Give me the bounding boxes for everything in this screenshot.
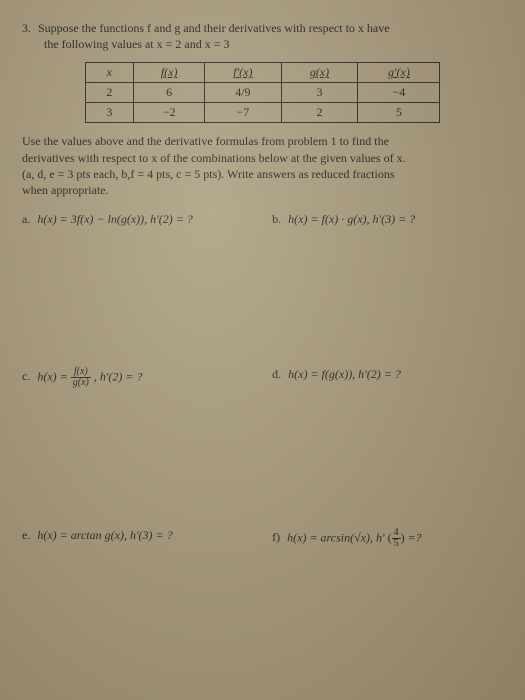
- values-table: x f(x) f'(x) g(x) g'(x) 2 6 4/9 3 −4 3 −…: [85, 62, 441, 123]
- part-label: d.: [272, 367, 281, 381]
- intro-text-1: Suppose the functions f and g and their …: [38, 21, 390, 35]
- part-expr-pre: h(x) =: [37, 369, 70, 383]
- fraction: 4 5: [392, 528, 401, 549]
- table-row: 3 −2 −7 2 5: [85, 103, 440, 123]
- instr-line: when appropriate.: [22, 183, 109, 197]
- parts-row-1: a. h(x) = 3f(x) − ln(g(x)), h'(2) = ? b.…: [22, 212, 503, 227]
- instr-line: Use the values above and the derivative …: [22, 134, 389, 148]
- parts-row-3: e. h(x) = arctan g(x), h'(3) = ? f) h(x)…: [22, 528, 503, 549]
- cell: 2: [85, 83, 134, 103]
- part-expr-pre: h(x) = arcsin(√x), h': [287, 530, 387, 544]
- part-expr: h(x) = f(g(x)), h'(2) = ?: [288, 367, 401, 381]
- cell: 5: [358, 103, 440, 123]
- instructions: Use the values above and the derivative …: [22, 133, 503, 198]
- cell: −4: [358, 83, 440, 103]
- frac-den: 5: [392, 539, 401, 549]
- table-row: 2 6 4/9 3 −4: [85, 83, 440, 103]
- instr-line: (a, d, e = 3 pts each, b,f = 4 pts, c = …: [22, 167, 395, 181]
- table-header-row: x f(x) f'(x) g(x) g'(x): [85, 63, 440, 83]
- cell: −2: [134, 103, 205, 123]
- part-e: e. h(x) = arctan g(x), h'(3) = ?: [22, 528, 253, 549]
- part-expr: h(x) = 3f(x) − ln(g(x)), h'(2) = ?: [37, 212, 192, 226]
- part-expr-post: =?: [408, 530, 422, 544]
- part-expr-post: , h'(2) = ?: [94, 369, 143, 383]
- frac-den: g(x): [71, 378, 91, 388]
- part-label: b.: [272, 212, 281, 226]
- header-fpx: f'(x): [205, 63, 281, 83]
- fraction: f(x) g(x): [71, 367, 91, 388]
- part-b: b. h(x) = f(x) · g(x), h'(3) = ?: [272, 212, 503, 227]
- cell: −7: [205, 103, 281, 123]
- part-f: f) h(x) = arcsin(√x), h' ( 4 5 ) =?: [272, 528, 503, 549]
- instr-line: derivatives with respect to x of the com…: [22, 151, 406, 165]
- cell: 6: [134, 83, 205, 103]
- intro-text-2: the following values at x = 2 and x = 3: [44, 37, 230, 51]
- part-label: e.: [22, 528, 30, 542]
- part-expr: h(x) = arctan g(x), h'(3) = ?: [37, 528, 172, 542]
- header-gx: g(x): [281, 63, 358, 83]
- cell: 3: [85, 103, 134, 123]
- part-a: a. h(x) = 3f(x) − ln(g(x)), h'(2) = ?: [22, 212, 253, 227]
- part-label: f): [272, 530, 280, 544]
- part-expr: h(x) = f(x) · g(x), h'(3) = ?: [288, 212, 415, 226]
- header-gpx: g'(x): [358, 63, 440, 83]
- cell: 4/9: [205, 83, 281, 103]
- header-fx: f(x): [134, 63, 205, 83]
- cell: 2: [281, 103, 358, 123]
- cell: 3: [281, 83, 358, 103]
- problem-intro: 3. Suppose the functions f and g and the…: [22, 20, 503, 52]
- part-label: c.: [22, 369, 30, 383]
- part-label: a.: [22, 212, 30, 226]
- part-d: d. h(x) = f(g(x)), h'(2) = ?: [272, 367, 503, 388]
- header-x: x: [85, 63, 134, 83]
- parts-row-2: c. h(x) = f(x) g(x) , h'(2) = ? d. h(x) …: [22, 367, 503, 388]
- part-c: c. h(x) = f(x) g(x) , h'(2) = ?: [22, 367, 253, 388]
- problem-number: 3.: [22, 21, 31, 35]
